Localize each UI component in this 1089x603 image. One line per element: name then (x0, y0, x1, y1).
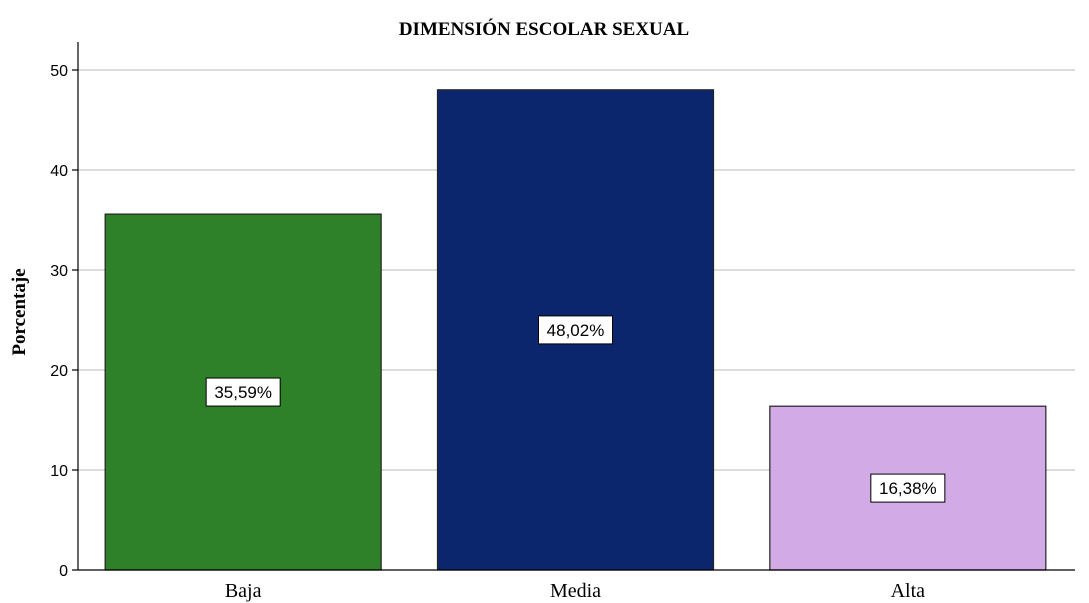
chart-title: DIMENSIÓN ESCOLAR SEXUAL (399, 18, 689, 40)
data-label-box (205, 377, 281, 407)
y-tick-label: 10 (50, 463, 68, 480)
x-tick-label: Alta (891, 580, 926, 602)
y-axis-ticks: 0 10 20 30 40 50 (50, 63, 78, 580)
data-label-text: 48,02% (547, 321, 605, 340)
y-axis-label: Porcentaje (9, 268, 30, 355)
data-label-text: 16,38% (879, 479, 937, 498)
data-label-box (538, 315, 613, 345)
y-tick-label: 20 (50, 363, 68, 380)
data-label-text: 35,59% (214, 383, 272, 402)
x-tick-label: Media (550, 580, 601, 602)
data-labels: 35,59% 48,02% 16,38% (205, 315, 946, 503)
data-label: 35,59% (205, 377, 281, 407)
data-label: 48,02% (538, 315, 613, 345)
x-axis-ticks: Baja Media Alta (225, 580, 925, 602)
y-tick-label: 0 (59, 563, 68, 580)
y-tick-label: 50 (50, 63, 68, 80)
data-label-box (870, 473, 946, 503)
x-tick-label: Baja (225, 580, 262, 602)
y-tick-label: 30 (50, 263, 68, 280)
data-label: 16,38% (870, 473, 946, 503)
y-tick-label: 40 (50, 163, 68, 180)
